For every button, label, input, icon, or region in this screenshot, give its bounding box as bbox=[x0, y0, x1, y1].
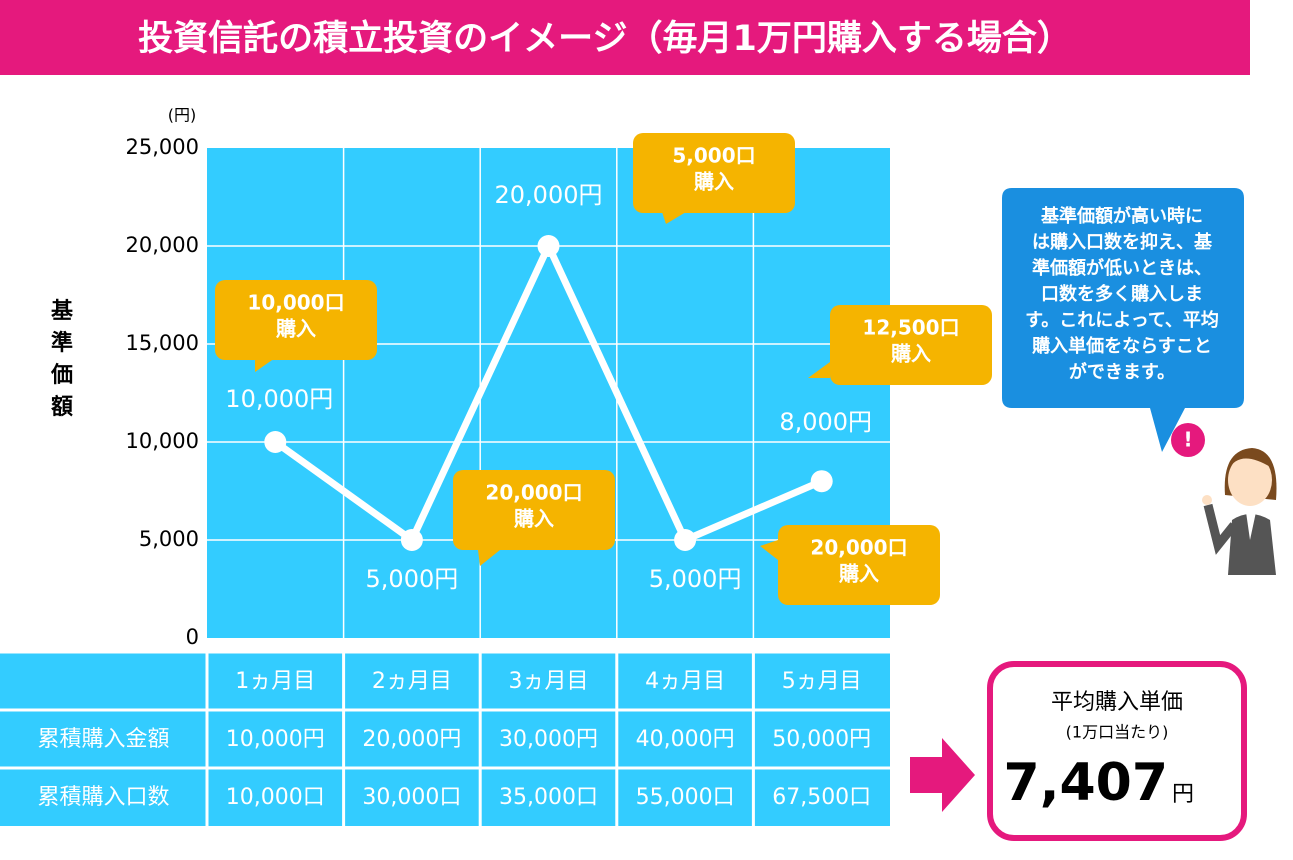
callout-text: 購入 bbox=[276, 317, 316, 341]
callout-text: 12,500口 bbox=[862, 316, 959, 340]
callout-text: 購入 bbox=[839, 562, 879, 586]
arrow bbox=[910, 738, 975, 812]
table-cell: 35,000口 bbox=[499, 785, 598, 810]
callout bbox=[215, 280, 377, 360]
table-header: 2ヵ月目 bbox=[372, 669, 452, 694]
value-label: 20,000円 bbox=[495, 181, 603, 209]
table-cell: 40,000円 bbox=[636, 727, 735, 752]
table-header: 5ヵ月目 bbox=[782, 669, 862, 694]
value-label: 5,000円 bbox=[649, 565, 742, 593]
note-text: 口数を多く購入しま bbox=[1041, 283, 1203, 305]
callout-tail bbox=[808, 362, 830, 378]
summary-value: 7,407 bbox=[1004, 753, 1168, 813]
callout-text: 購入 bbox=[891, 342, 931, 366]
y-axis-label-char: 価 bbox=[50, 363, 73, 388]
callout-text: 購入 bbox=[694, 170, 734, 194]
table-header: 1ヵ月目 bbox=[235, 669, 315, 694]
callout bbox=[830, 305, 992, 385]
table-header: 4ヵ月目 bbox=[645, 669, 725, 694]
y-tick-label: 15,000 bbox=[126, 331, 199, 355]
y-axis-label-char: 基 bbox=[51, 299, 74, 324]
summary-unit: 円 bbox=[1172, 782, 1194, 807]
callout-text: 20,000口 bbox=[485, 481, 582, 505]
point bbox=[674, 529, 697, 551]
point bbox=[400, 529, 423, 551]
title-bar bbox=[0, 0, 1250, 75]
point bbox=[537, 235, 560, 257]
callout-text: 20,000口 bbox=[810, 536, 907, 560]
table-cell: 67,500口 bbox=[772, 785, 871, 810]
callout bbox=[453, 470, 615, 550]
badge bbox=[1171, 423, 1205, 457]
note-bubble bbox=[1002, 188, 1244, 452]
y-tick-label: 10,000 bbox=[126, 429, 199, 453]
table-cell: 10,000口 bbox=[226, 785, 325, 810]
table-cell: 55,000口 bbox=[636, 785, 735, 810]
summary-box bbox=[987, 661, 1247, 841]
table-cell: 50,000円 bbox=[772, 727, 871, 752]
callout-tail bbox=[478, 550, 500, 566]
note-text: 準価額が低いときは、 bbox=[1032, 257, 1212, 279]
value-label: 10,000円 bbox=[225, 385, 333, 413]
table-cell: 累積購入口数 bbox=[37, 785, 169, 810]
point bbox=[810, 470, 833, 493]
table-cell: 30,000口 bbox=[362, 785, 461, 810]
callout-tail bbox=[255, 358, 275, 372]
note-text: ができます。 bbox=[1069, 361, 1175, 383]
summary-title: 平均購入単価 bbox=[1051, 690, 1183, 715]
value-label: 8,000円 bbox=[779, 408, 872, 436]
person-illustration bbox=[1202, 448, 1277, 575]
note-text: 購入単価をならすこと bbox=[1031, 335, 1212, 357]
table-cell: 20,000円 bbox=[362, 727, 461, 752]
callout-text: 購入 bbox=[514, 507, 554, 531]
table-header: 3ヵ月目 bbox=[509, 669, 589, 694]
table-cell: 10,000円 bbox=[226, 727, 325, 752]
chart-title: 投資信託の積立投資のイメージ（毎月1万円購入する場合） bbox=[138, 19, 1072, 59]
badge-text: ! bbox=[1183, 428, 1192, 452]
y-axis-label: 基準価額 bbox=[50, 299, 74, 420]
note-text: す。これによって、平均 bbox=[1025, 309, 1219, 331]
callout bbox=[778, 525, 940, 605]
table-cell: 累積購入金額 bbox=[37, 727, 169, 752]
table-bg bbox=[0, 652, 890, 826]
y-tick-label: 20,000 bbox=[126, 233, 199, 257]
y-unit: (円) bbox=[168, 106, 197, 125]
value-label: 5,000円 bbox=[366, 565, 459, 593]
y-tick-label: 0 bbox=[186, 625, 199, 649]
table-cell: 30,000円 bbox=[499, 727, 598, 752]
callout-tail bbox=[662, 212, 686, 224]
y-axis-label-char: 額 bbox=[51, 394, 73, 420]
note-text: 基準価額が高い時に bbox=[1040, 205, 1203, 227]
note-text: は購入口数を抑え、基 bbox=[1032, 231, 1213, 253]
y-tick-label: 25,000 bbox=[126, 135, 199, 159]
summary-subtitle: (1万口当たり) bbox=[1066, 723, 1169, 742]
callout bbox=[633, 133, 795, 213]
callout-text: 10,000口 bbox=[247, 291, 344, 315]
callout-text: 5,000口 bbox=[672, 144, 755, 168]
y-tick-label: 5,000 bbox=[139, 527, 199, 551]
y-axis-label-char: 準 bbox=[51, 330, 73, 356]
point bbox=[264, 431, 287, 453]
callout-tail bbox=[760, 540, 778, 560]
